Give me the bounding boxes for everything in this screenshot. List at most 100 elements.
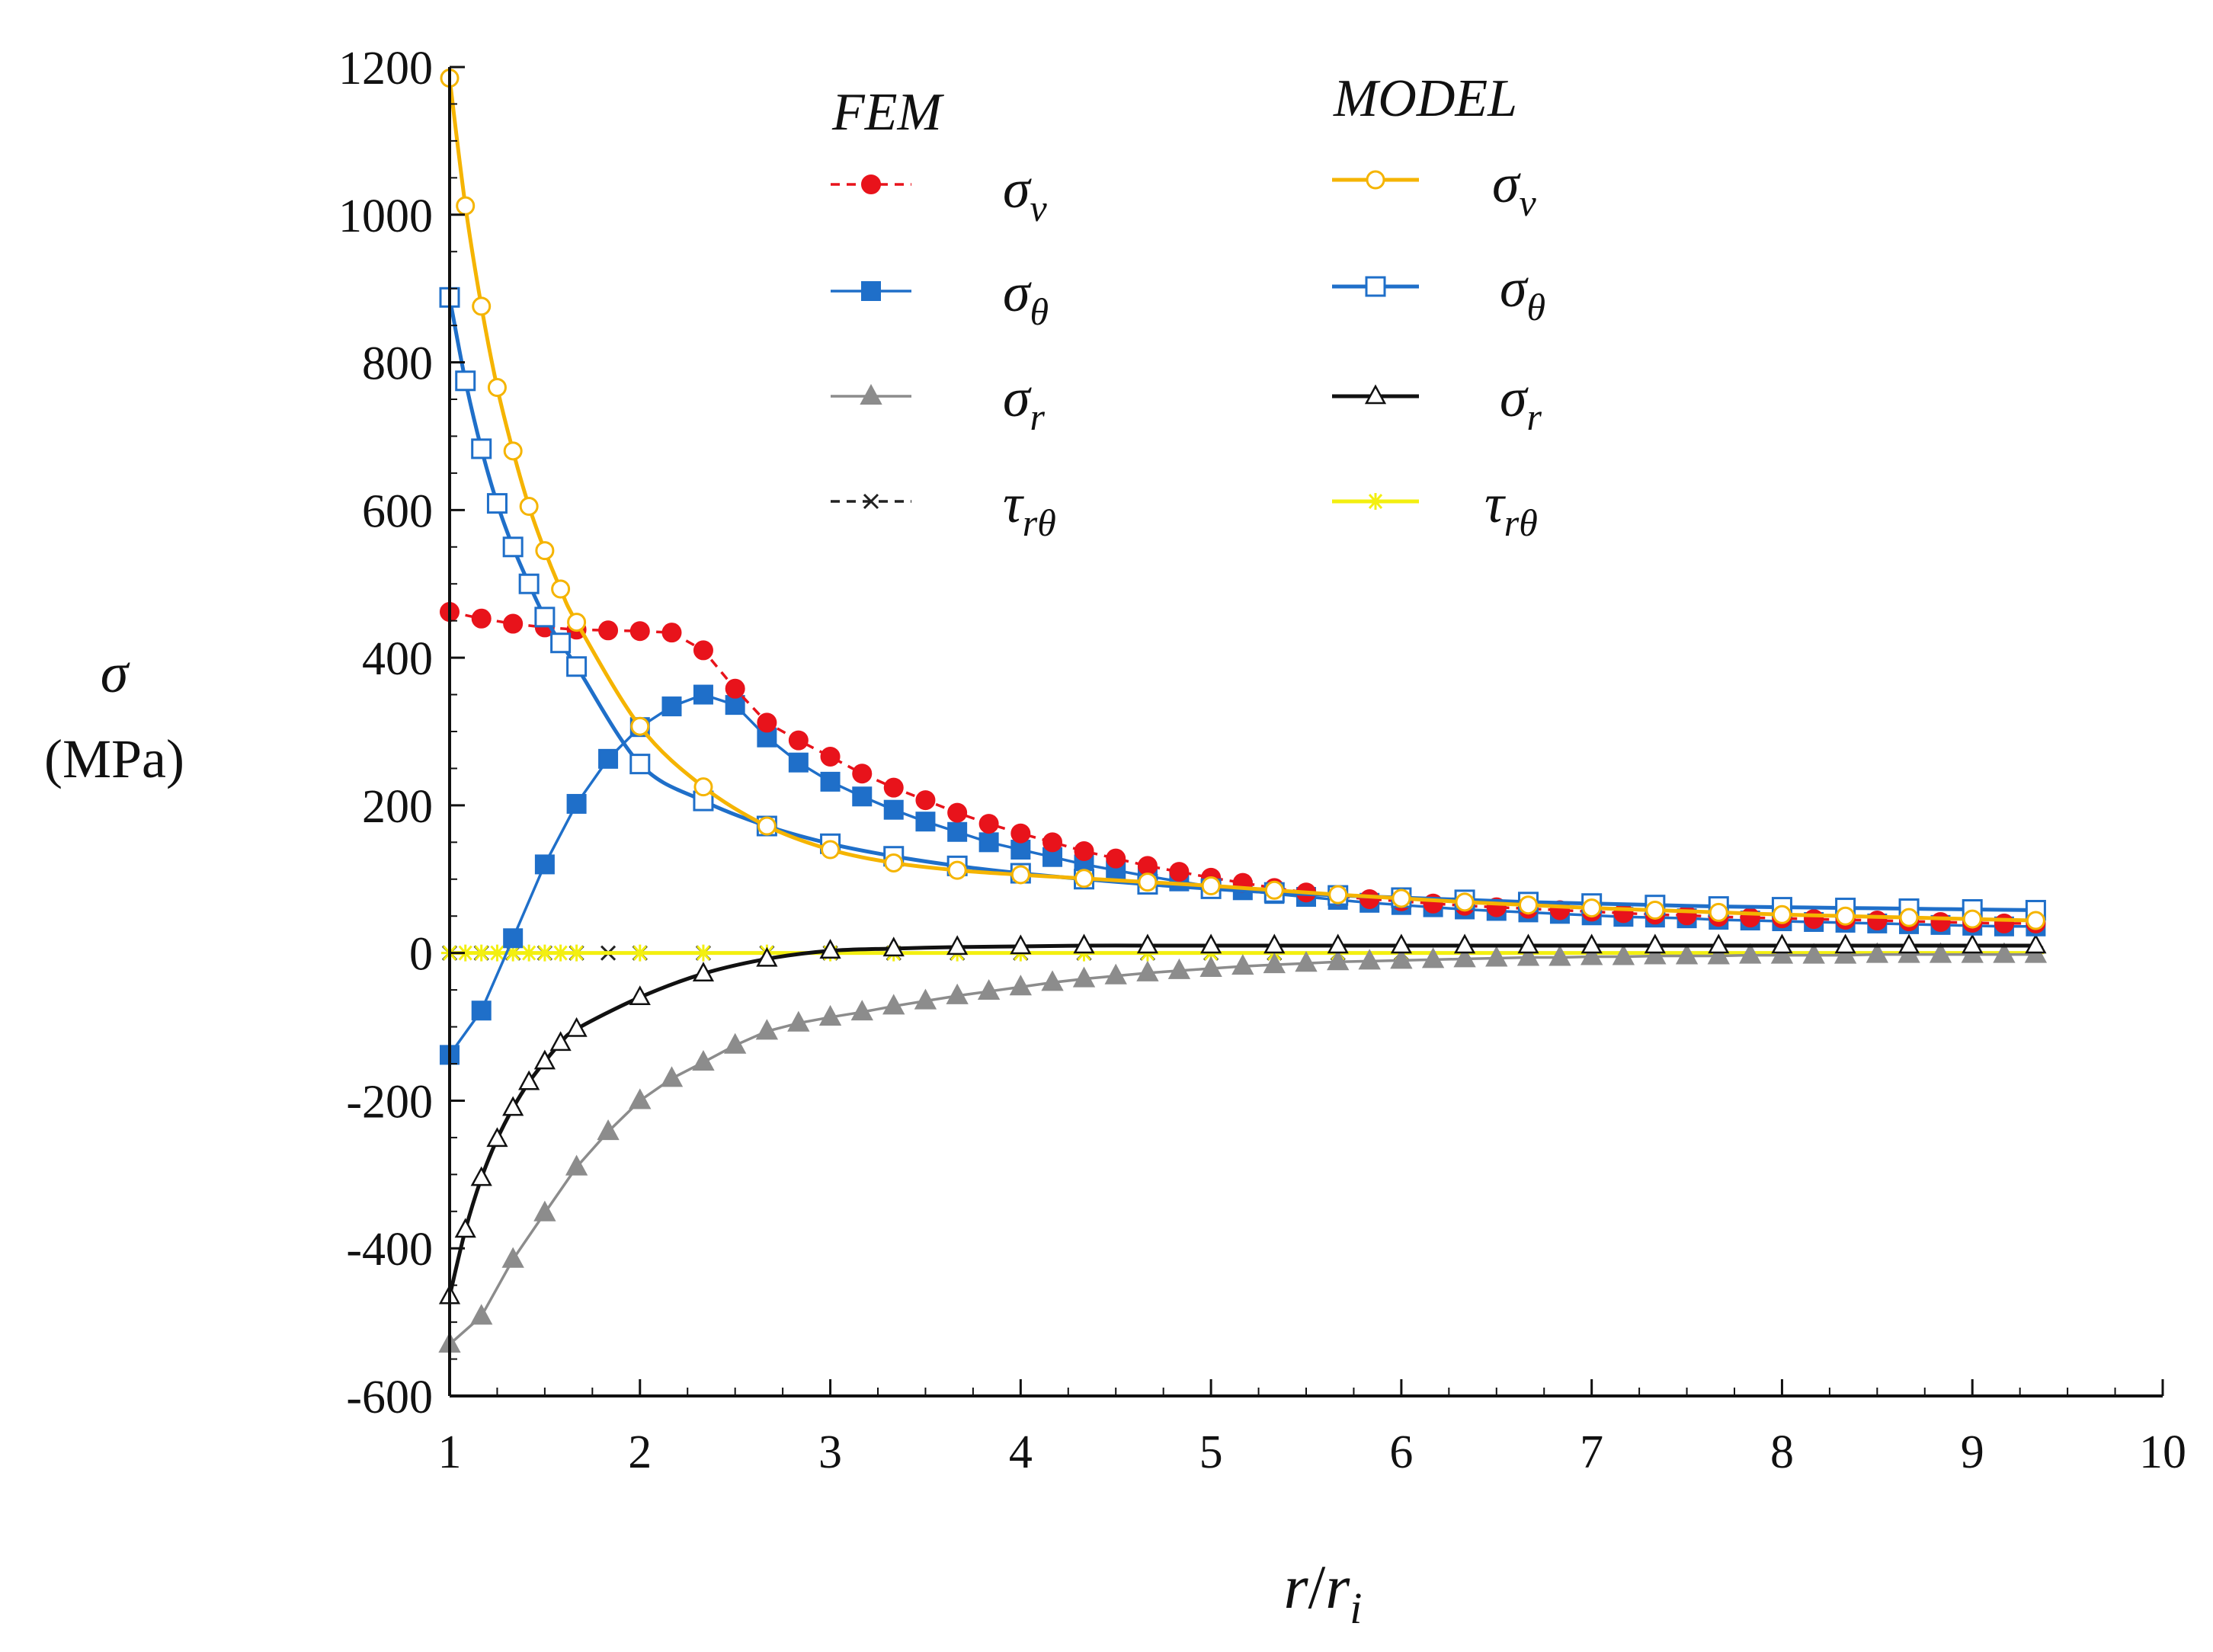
point-fem_st	[947, 821, 968, 842]
point-mod_sv	[456, 196, 476, 216]
point-mod_sv	[1962, 909, 1982, 929]
point-fem_sv	[503, 613, 524, 634]
x-axis-title-r: r	[1284, 1552, 1309, 1622]
point-fem_sv	[1042, 832, 1063, 853]
point-fem_sr	[723, 1032, 747, 1054]
x-tick-label: 7	[1580, 1426, 1603, 1478]
point-fem_sr	[1770, 943, 1794, 964]
legend-label-fem-sv: σv	[1003, 158, 1048, 229]
y-tick-label: 600	[362, 485, 433, 537]
point-fem_st	[471, 1000, 492, 1021]
point-fem_sr	[1516, 945, 1540, 966]
point-mod_st	[534, 607, 556, 628]
y-tick-label: 1200	[338, 43, 433, 94]
point-fem_sr	[1421, 947, 1445, 968]
point-mod_tau	[488, 944, 506, 962]
point-fem_sr	[1295, 951, 1318, 972]
point-mod_tau	[694, 944, 712, 962]
point-fem_st	[566, 793, 587, 814]
legend-label-fem-sr-sym: σ	[1003, 367, 1032, 428]
point-fem_sr	[882, 994, 905, 1015]
point-mod_sv	[487, 377, 507, 397]
legend-label-fem-sv-sub: v	[1030, 187, 1048, 229]
point-mod_sv	[1138, 872, 1158, 892]
point-mod_sr	[819, 939, 841, 959]
legend-title-model: MODEL	[1333, 69, 1517, 128]
point-fem_sr	[1644, 943, 1667, 965]
point-mod_sr	[518, 1070, 540, 1090]
x-tick-label: 2	[628, 1426, 652, 1478]
legend-label-model-tau-sym: τ	[1484, 473, 1506, 534]
point-fem_sv	[471, 608, 492, 629]
point-fem_sr	[1802, 943, 1825, 964]
point-fem_sv	[915, 790, 936, 811]
y-tick-label: 200	[362, 781, 433, 833]
point-fem_st	[883, 799, 904, 820]
point-fem_sr	[597, 1119, 620, 1141]
point-mod_tau	[504, 944, 522, 962]
legend-swatches	[831, 170, 1419, 510]
point-fem_sv	[661, 623, 682, 643]
y-tick-label: 800	[362, 338, 433, 390]
point-mod_tau	[520, 944, 538, 962]
point-fem_st	[598, 748, 619, 769]
point-mod_sr	[470, 1166, 492, 1186]
point-mod_sr	[1390, 933, 1412, 954]
point-mod_sv	[1645, 900, 1665, 920]
point-mod_sr	[1580, 933, 1603, 954]
point-mod_sv	[1328, 885, 1348, 904]
point-fem_sr	[660, 1066, 684, 1087]
point-fem_sr	[1327, 949, 1350, 971]
point-mod_sv	[884, 853, 904, 872]
legend-label-model-st-sub: θ	[1527, 286, 1546, 328]
point-fem_sr	[533, 1200, 556, 1221]
legend-label-model-tau-sub: rθ	[1504, 501, 1538, 544]
y-tick-label: -200	[346, 1076, 433, 1128]
point-fem_st	[852, 786, 873, 807]
x-tick-label: 6	[1389, 1426, 1413, 1478]
point-mod_sv	[693, 777, 713, 797]
point-mod_st	[455, 370, 476, 392]
point-mod_st	[629, 754, 651, 775]
point-mod_sv	[551, 579, 571, 599]
point-fem_sr	[755, 1019, 779, 1040]
legend-label-fem-sr-sub: r	[1030, 395, 1046, 438]
point-mod_sr	[629, 985, 651, 1006]
legend-label-model-sr-sym: σ	[1500, 367, 1529, 428]
point-mod_st	[471, 438, 492, 459]
point-fem_sr	[1009, 975, 1033, 996]
point-fem_sv	[883, 777, 904, 798]
point-mod_sv	[1836, 906, 1856, 926]
point-fem_st	[915, 812, 936, 832]
point-fem_sr	[1358, 949, 1381, 970]
point-fem_st	[534, 854, 555, 875]
point-fem_sr	[1707, 943, 1730, 965]
legend-label-model-sv-sym: σ	[1492, 153, 1521, 214]
y-axis-symbol: σ	[101, 642, 130, 705]
x-axis-title: r/ri	[1284, 1552, 1363, 1633]
legend-label-model-sv: σv	[1492, 153, 1537, 224]
series-mod_sr	[438, 933, 2047, 1305]
point-fem_sr	[1231, 954, 1254, 975]
point-mod_tau	[552, 944, 569, 962]
point-fem_sr	[1072, 966, 1096, 988]
point-fem_sv	[1137, 856, 1158, 876]
legend-label-fem-st-sub: θ	[1030, 290, 1049, 333]
point-mod_sr	[486, 1127, 508, 1148]
point-fem_st	[661, 696, 682, 717]
point-fem_sr	[1390, 948, 1413, 969]
point-fem_st	[820, 771, 841, 792]
point-mod_st	[566, 656, 588, 677]
point-mod_sv	[821, 840, 841, 860]
legend-marker-mod_st	[1365, 276, 1386, 297]
point-fem_sv	[1010, 823, 1031, 844]
point-fem_sr	[850, 1000, 873, 1021]
point-fem_sr	[1104, 963, 1127, 984]
point-fem_sr	[1739, 943, 1762, 964]
x-axis-title-r2: r	[1325, 1552, 1350, 1622]
point-mod_sr	[502, 1096, 524, 1116]
point-mod_sr	[1200, 933, 1222, 954]
point-fem_sv	[1169, 862, 1190, 882]
point-fem_sr	[818, 1004, 842, 1026]
